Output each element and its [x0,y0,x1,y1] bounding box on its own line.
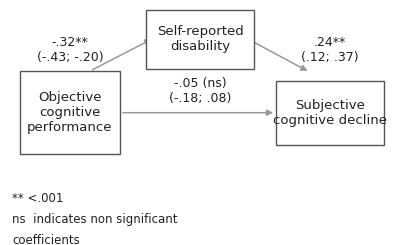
Text: Subjective
cognitive decline: Subjective cognitive decline [273,99,387,127]
Text: ** <.001: ** <.001 [12,192,63,205]
Text: -.32**: -.32** [52,36,88,49]
FancyBboxPatch shape [146,10,254,69]
Text: (.12; .37): (.12; .37) [301,51,359,64]
Text: (-.43; -.20): (-.43; -.20) [37,51,103,64]
Text: Objective
cognitive
performance: Objective cognitive performance [27,91,113,134]
Text: (-.18; .08): (-.18; .08) [169,91,231,105]
Text: Self-reported
disability: Self-reported disability [157,25,243,53]
Text: coefficients: coefficients [12,234,80,245]
Text: ns  indicates non significant: ns indicates non significant [12,213,178,226]
Text: .24**: .24** [314,36,346,49]
FancyBboxPatch shape [20,71,120,154]
FancyBboxPatch shape [276,81,384,145]
Text: -.05 (ns): -.05 (ns) [174,77,226,90]
